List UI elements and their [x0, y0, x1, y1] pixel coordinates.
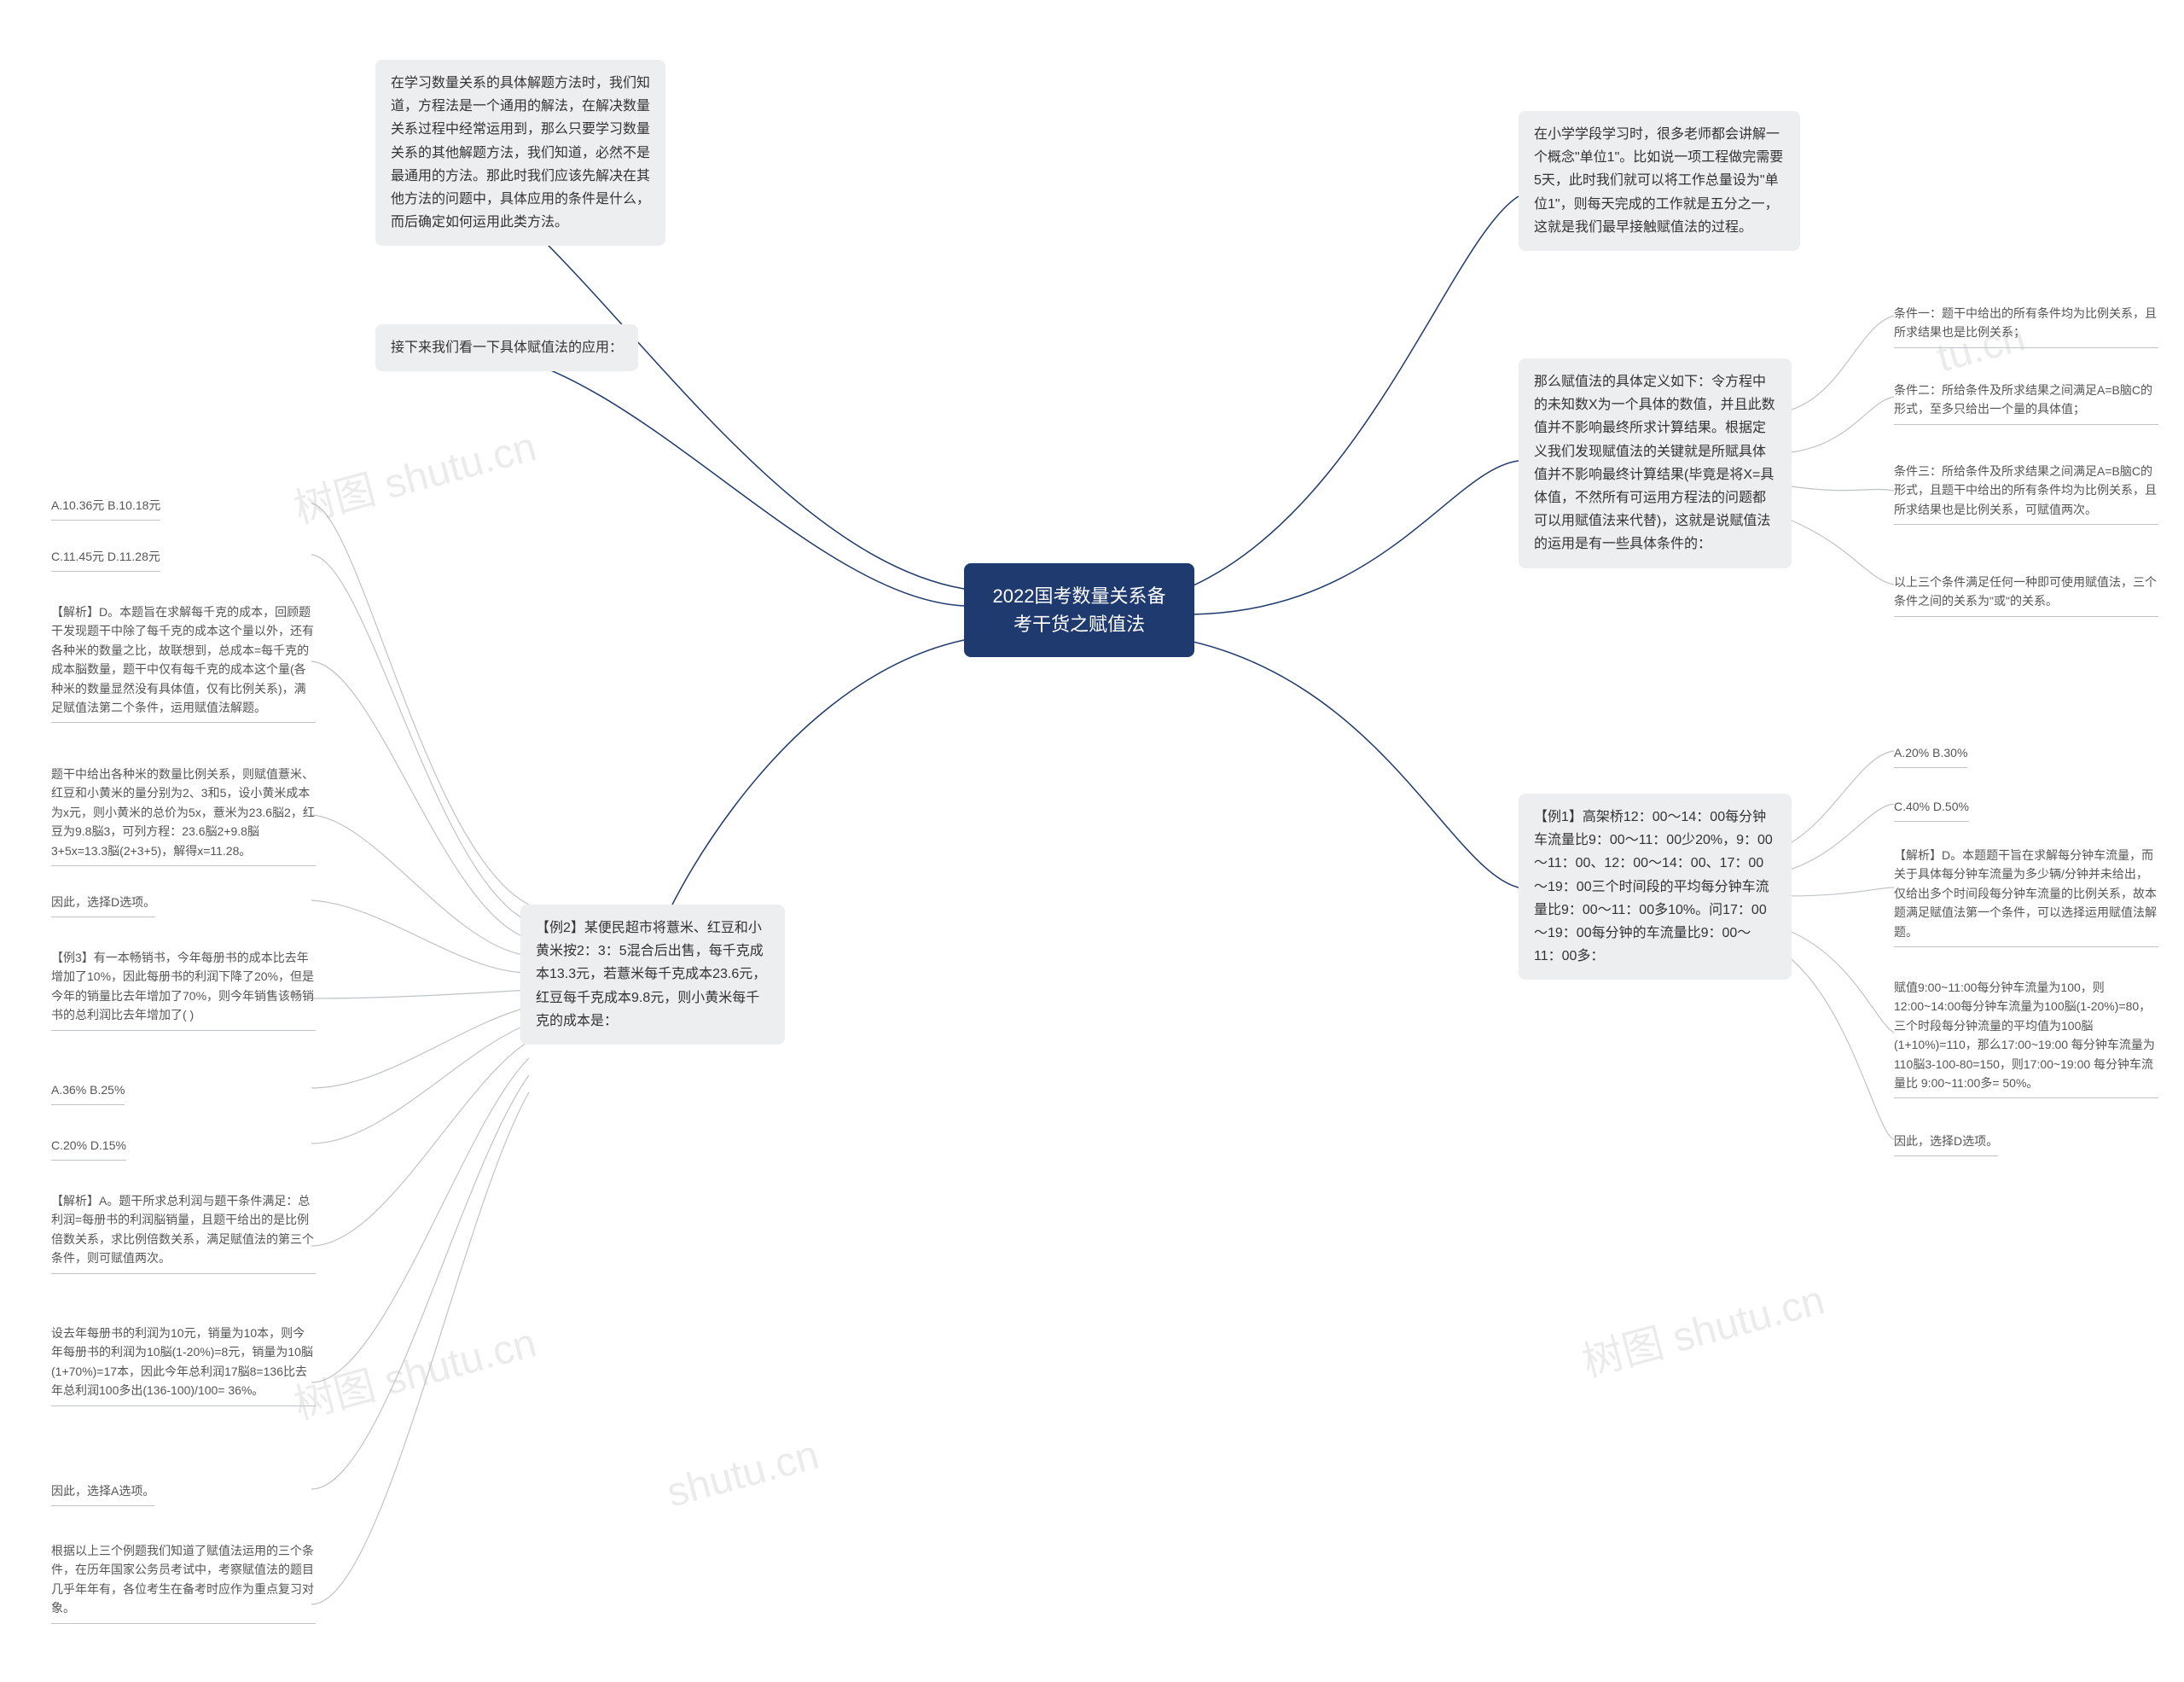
leaf-ex1-analysis: 【解析】D。本题题干旨在求解每分钟车流量，而关于具体每分钟车流量为多少辆/分钟并… — [1894, 841, 2158, 947]
branch-text: 【例1】高架桥12：00～14：00每分钟车流量比9：00～11：00少20%，… — [1534, 810, 1773, 963]
leaf-text: A.20% B.30% — [1894, 746, 1967, 760]
leaf-text: 【例3】有一本畅销书，今年每册书的成本比去年增加了10%，因此每册书的利润下降了… — [51, 951, 314, 1021]
leaf-text: C.11.45元 D.11.28元 — [51, 550, 160, 563]
leaf-text: A.36% B.25% — [51, 1083, 125, 1097]
connector-layer — [0, 0, 2184, 1682]
watermark: 树图 shutu.cn — [287, 1309, 542, 1431]
branch-top-left-2: 接下来我们看一下具体赋值法的应用： — [375, 324, 638, 371]
leaf-ex3-analysis: 【解析】A。题干所求总利润与题干条件满足：总利润=每册书的利润脳销量，且题干给出… — [51, 1186, 316, 1274]
branch-example-1: 【例1】高架桥12：00～14：00每分钟车流量比9：00～11：00少20%，… — [1519, 794, 1792, 980]
leaf-text: 【解析】D。本题题干旨在求解每分钟车流量，而关于具体每分钟车流量为多少辆/分钟并… — [1894, 848, 2157, 939]
watermark: 树图 shutu.cn — [287, 413, 542, 535]
branch-text: 接下来我们看一下具体赋值法的应用： — [391, 340, 623, 355]
leaf-text: 【解析】A。题干所求总利润与题干条件满足：总利润=每册书的利润脳销量，且题干给出… — [51, 1194, 314, 1265]
leaf-text: 条件一：题干中给出的所有条件均为比例关系，且所求结果也是比例关系； — [1894, 306, 2157, 339]
leaf-text: C.20% D.15% — [51, 1138, 126, 1152]
leaf-ex2-answer: 因此，选择D选项。 — [51, 888, 155, 917]
leaf-ex2-calc: 题干中给出各种米的数量比例关系，则赋值薏米、红豆和小黄米的量分别为2、3和5，设… — [51, 760, 316, 866]
leaf-ex2-option-a: A.10.36元 B.10.18元 — [51, 491, 160, 521]
leaf-ex2-option-c: C.11.45元 D.11.28元 — [51, 542, 160, 572]
branch-text: 在学习数量关系的具体解题方法时，我们知道，方程法是一个通用的解法，在解决数量关系… — [391, 76, 650, 230]
leaf-ex3-calc: 设去年每册书的利润为10元，销量为10本，则今年每册书的利润为10脳(1-20%… — [51, 1318, 316, 1406]
leaf-text: 赋值9:00~11:00每分钟车流量为100，则12:00~14:00每分钟车流… — [1894, 981, 2155, 1090]
leaf-text: 因此，选择D选项。 — [51, 895, 155, 909]
leaf-text: 题干中给出各种米的数量比例关系，则赋值薏米、红豆和小黄米的量分别为2、3和5，设… — [51, 767, 315, 858]
branch-text: 【例2】某便民超市将薏米、红豆和小黄米按2：3：5混合后出售，每千克成本13.3… — [536, 921, 766, 1028]
leaf-summary: 根据以上三个例题我们知道了赋值法运用的三个条件，在历年国家公务员考试中，考察赋值… — [51, 1536, 316, 1624]
leaf-text: A.10.36元 B.10.18元 — [51, 498, 160, 512]
leaf-ex1-option-a: A.20% B.30% — [1894, 738, 1967, 768]
leaf-condition-4: 以上三个条件满足任何一种即可使用赋值法，三个条件之间的关系为"或"的关系。 — [1894, 567, 2158, 617]
leaf-text: 条件三：所给条件及所求结果之间满足A=B脑C的形式，且题干中给出的所有条件均为比… — [1894, 464, 2157, 516]
leaf-text: 因此，选择A选项。 — [51, 1484, 154, 1498]
leaf-ex1-option-c: C.40% D.50% — [1894, 792, 1969, 822]
leaf-text: 设去年每册书的利润为10元，销量为10本，则今年每册书的利润为10脳(1-20%… — [51, 1326, 313, 1397]
watermark: shutu.cn — [662, 1431, 824, 1516]
leaf-condition-3: 条件三：所给条件及所求结果之间满足A=B脑C的形式，且题干中给出的所有条件均为比… — [1894, 457, 2158, 525]
branch-example-2: 【例2】某便民超市将薏米、红豆和小黄米按2：3：5混合后出售，每千克成本13.3… — [520, 905, 785, 1045]
leaf-condition-2: 条件二：所给条件及所求结果之间满足A=B脑C的形式，至多只给出一个量的具体值； — [1894, 375, 2158, 425]
leaf-text: 以上三个条件满足任何一种即可使用赋值法，三个条件之间的关系为"或"的关系。 — [1894, 575, 2157, 608]
branch-top-right-2: 那么赋值法的具体定义如下：令方程中的未知数X为一个具体的数值，并且此数值并不影响… — [1519, 358, 1792, 568]
leaf-ex3-option-a: A.36% B.25% — [51, 1075, 125, 1105]
leaf-text: C.40% D.50% — [1894, 800, 1969, 813]
branch-text: 那么赋值法的具体定义如下：令方程中的未知数X为一个具体的数值，并且此数值并不影响… — [1534, 375, 1775, 551]
branch-top-left-1: 在学习数量关系的具体解题方法时，我们知道，方程法是一个通用的解法，在解决数量关系… — [375, 60, 665, 246]
center-title: 2022国考数量关系备考干货之赋值法 — [993, 585, 1166, 635]
branch-text: 在小学学段学习时，很多老师都会讲解一个概念"单位1"。比如说一项工程做完需要5天… — [1534, 127, 1783, 235]
leaf-ex2-analysis: 【解析】D。本题旨在求解每千克的成本，回顾题干发现题干中除了每千克的成本这个量以… — [51, 597, 316, 723]
leaf-ex1-calc: 赋值9:00~11:00每分钟车流量为100，则12:00~14:00每分钟车流… — [1894, 973, 2158, 1098]
leaf-text: 条件二：所给条件及所求结果之间满足A=B脑C的形式，至多只给出一个量的具体值； — [1894, 383, 2152, 416]
leaf-ex3-option-c: C.20% D.15% — [51, 1131, 126, 1161]
leaf-text: 根据以上三个例题我们知道了赋值法运用的三个条件，在历年国家公务员考试中，考察赋值… — [51, 1544, 314, 1615]
leaf-text: 【解析】D。本题旨在求解每千克的成本，回顾题干发现题干中除了每千克的成本这个量以… — [51, 605, 314, 714]
watermark: 树图 shutu.cn — [1575, 1266, 1830, 1388]
center-node: 2022国考数量关系备考干货之赋值法 — [964, 563, 1194, 657]
leaf-ex3-title: 【例3】有一本畅销书，今年每册书的成本比去年增加了10%，因此每册书的利润下降了… — [51, 943, 316, 1031]
leaf-condition-1: 条件一：题干中给出的所有条件均为比例关系，且所求结果也是比例关系； — [1894, 299, 2158, 348]
leaf-text: 因此，选择D选项。 — [1894, 1134, 1998, 1148]
leaf-ex1-answer: 因此，选择D选项。 — [1894, 1126, 1998, 1156]
leaf-ex3-answer: 因此，选择A选项。 — [51, 1476, 154, 1506]
branch-top-right-1: 在小学学段学习时，很多老师都会讲解一个概念"单位1"。比如说一项工程做完需要5天… — [1519, 111, 1800, 251]
